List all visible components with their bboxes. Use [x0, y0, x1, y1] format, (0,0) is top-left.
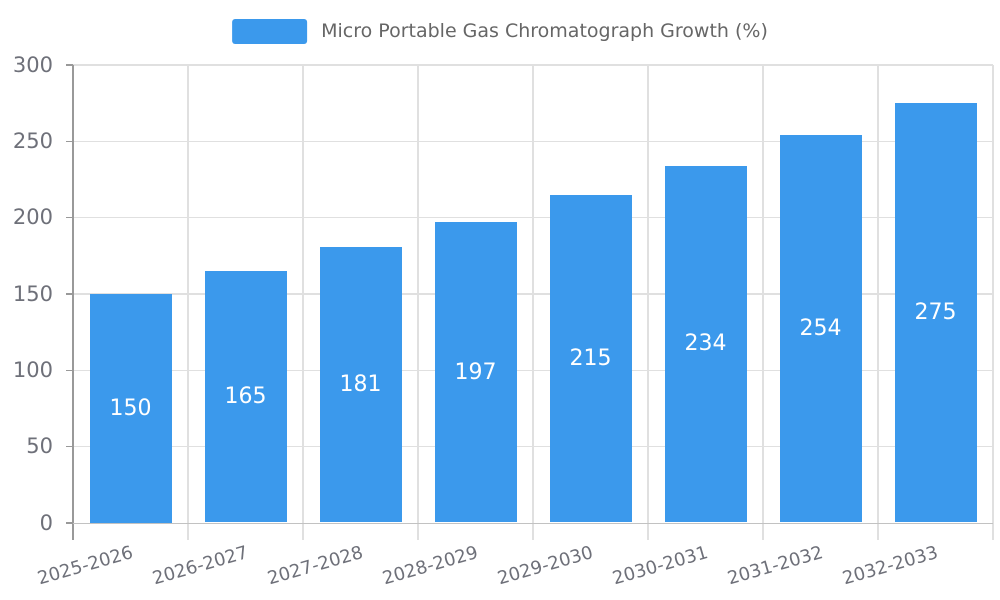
y-axis-tick	[66, 522, 73, 524]
x-axis-label: 2032-2033	[840, 542, 941, 590]
y-tick-label: 250	[12, 128, 53, 153]
legend-item[interactable]: Micro Portable Gas Chromatograph Growth …	[232, 19, 768, 44]
x-axis-label: 2030-2031	[610, 542, 711, 590]
y-tick-label: 50	[26, 434, 53, 459]
bar[interactable]	[549, 194, 632, 523]
bar[interactable]	[204, 271, 287, 523]
y-tick-label: 100	[12, 357, 53, 382]
y-tick-label: 200	[12, 205, 53, 230]
x-axis-line	[73, 522, 993, 524]
legend-swatch	[232, 19, 308, 44]
legend-label: Micro Portable Gas Chromatograph Growth …	[321, 20, 768, 42]
x-axis-label: 2029-2030	[495, 542, 596, 590]
x-axis-label: 2028-2029	[380, 542, 481, 590]
bar[interactable]	[319, 246, 402, 523]
y-tick-label: 300	[12, 52, 53, 77]
x-axis-label: 2031-2032	[725, 542, 826, 590]
y-axis-tick	[66, 64, 73, 66]
y-axis-tick	[66, 369, 73, 372]
v-gridline	[647, 65, 649, 540]
bar[interactable]	[779, 135, 862, 523]
bar[interactable]	[434, 222, 517, 523]
v-gridline	[992, 65, 994, 540]
bar[interactable]	[894, 103, 977, 523]
v-gridline	[877, 65, 879, 540]
y-tick-label: 0	[39, 510, 53, 535]
v-gridline	[762, 65, 764, 540]
y-axis-tick	[66, 293, 73, 295]
v-gridline	[187, 65, 189, 540]
v-gridline	[302, 65, 304, 540]
x-axis-label: 2026-2027	[150, 542, 251, 590]
y-axis-tick	[66, 445, 73, 448]
y-axis-tick	[66, 216, 73, 219]
v-gridline	[532, 65, 534, 540]
y-tick-label: 150	[12, 281, 53, 306]
x-axis-label: 2027-2028	[265, 542, 366, 590]
bar[interactable]	[89, 294, 172, 523]
y-axis-line	[72, 65, 74, 540]
bar[interactable]	[664, 165, 747, 523]
v-gridline	[417, 65, 419, 540]
y-axis-tick	[66, 140, 73, 143]
x-axis-label: 2025-2026	[35, 542, 136, 590]
